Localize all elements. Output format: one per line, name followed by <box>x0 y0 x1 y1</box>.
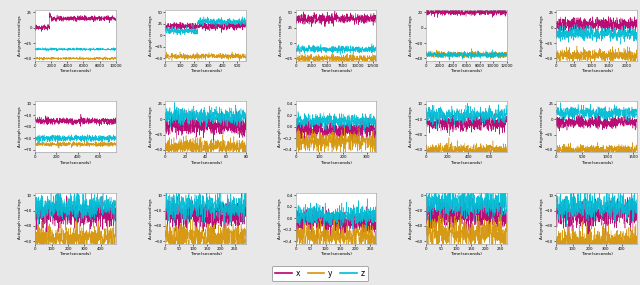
X-axis label: Time(seconds): Time(seconds) <box>60 69 92 73</box>
Y-axis label: Actigraph recordings: Actigraph recordings <box>148 107 153 147</box>
X-axis label: Time(seconds): Time(seconds) <box>451 161 482 165</box>
Y-axis label: Actigraph recordings: Actigraph recordings <box>148 198 153 239</box>
Y-axis label: Actigraph recordings: Actigraph recordings <box>409 15 413 56</box>
Y-axis label: Actigraph recordings: Actigraph recordings <box>278 198 282 239</box>
Y-axis label: Actigraph recordings: Actigraph recordings <box>278 107 282 147</box>
X-axis label: Time(seconds): Time(seconds) <box>451 69 482 73</box>
X-axis label: Time(seconds): Time(seconds) <box>190 161 221 165</box>
Y-axis label: Actigraph recordings: Actigraph recordings <box>279 15 283 56</box>
Y-axis label: Actigraph recordings: Actigraph recordings <box>19 107 22 147</box>
Y-axis label: Actigraph recordings: Actigraph recordings <box>409 198 413 239</box>
Y-axis label: Actigraph recordings: Actigraph recordings <box>540 107 543 147</box>
Y-axis label: Actigraph recordings: Actigraph recordings <box>148 15 153 56</box>
Y-axis label: Actigraph recordings: Actigraph recordings <box>19 15 22 56</box>
X-axis label: Time(seconds): Time(seconds) <box>320 69 352 73</box>
X-axis label: Time(seconds): Time(seconds) <box>580 69 612 73</box>
X-axis label: Time(seconds): Time(seconds) <box>190 252 221 256</box>
X-axis label: Time(seconds): Time(seconds) <box>580 161 612 165</box>
X-axis label: Time(seconds): Time(seconds) <box>451 252 482 256</box>
X-axis label: Time(seconds): Time(seconds) <box>60 161 92 165</box>
X-axis label: Time(seconds): Time(seconds) <box>190 69 221 73</box>
Y-axis label: Actigraph recordings: Actigraph recordings <box>540 15 543 56</box>
Y-axis label: Actigraph recordings: Actigraph recordings <box>19 198 22 239</box>
X-axis label: Time(seconds): Time(seconds) <box>320 252 352 256</box>
Y-axis label: Actigraph recordings: Actigraph recordings <box>409 107 413 147</box>
X-axis label: Time(seconds): Time(seconds) <box>580 252 612 256</box>
Legend: x, y, z: x, y, z <box>272 266 368 281</box>
X-axis label: Time(seconds): Time(seconds) <box>320 161 352 165</box>
Y-axis label: Actigraph recordings: Actigraph recordings <box>540 198 543 239</box>
X-axis label: Time(seconds): Time(seconds) <box>60 252 92 256</box>
